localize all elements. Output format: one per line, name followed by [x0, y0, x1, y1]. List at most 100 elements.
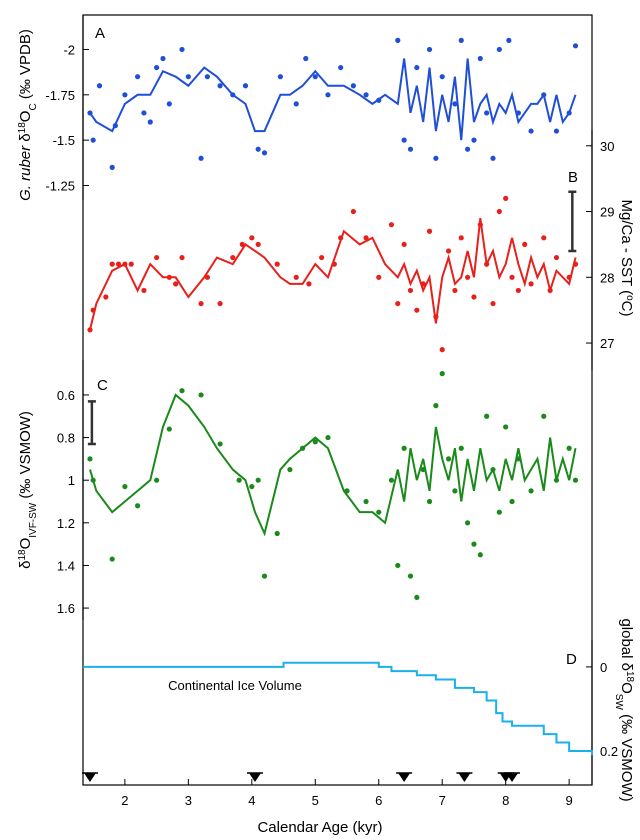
data-point — [541, 413, 547, 419]
data-point — [239, 241, 245, 248]
series-line — [89, 58, 577, 141]
data-point — [496, 46, 502, 53]
y-axis-label-part: C) — [618, 301, 635, 317]
y-tick-label: -1.75 — [45, 88, 75, 103]
data-point — [509, 498, 515, 505]
data-point — [198, 155, 204, 161]
y-axis-label-part: (‰ VPDB) — [17, 29, 34, 103]
data-point — [217, 300, 223, 307]
data-point — [515, 110, 521, 116]
y-axis-label-part: O — [618, 682, 635, 694]
series-line — [83, 661, 593, 756]
data-point — [439, 347, 445, 353]
data-point — [433, 403, 439, 409]
data-point — [388, 477, 395, 483]
data-point — [572, 43, 579, 49]
data-point — [154, 64, 160, 71]
data-point — [90, 477, 96, 483]
data-point — [338, 235, 344, 241]
data-point — [433, 155, 439, 161]
data-point — [249, 483, 255, 490]
data-point — [293, 274, 299, 280]
y-axis-label: δ18OIVF-SW (‰ VSMOW) — [17, 411, 39, 569]
data-point — [306, 281, 312, 287]
data-point — [528, 281, 534, 287]
y-axis-label-part: C — [28, 103, 39, 110]
data-point — [87, 327, 93, 333]
data-point — [484, 110, 490, 116]
series-line — [89, 217, 577, 331]
data-point — [242, 83, 249, 89]
x-tick-label: 6 — [375, 793, 382, 808]
data-point — [395, 300, 401, 307]
data-point — [528, 128, 534, 134]
y-tick-label: 30 — [600, 139, 614, 154]
y-axis-label-part: δ — [17, 561, 34, 569]
data-point — [255, 241, 261, 248]
data-point — [287, 466, 293, 473]
data-point — [179, 46, 185, 53]
data-point — [515, 287, 521, 294]
data-point — [496, 509, 502, 515]
data-point — [452, 488, 458, 494]
data-point — [128, 261, 134, 267]
data-point — [572, 477, 579, 483]
data-point — [109, 164, 115, 170]
x-tick-label: 9 — [566, 793, 573, 808]
error-bar — [87, 400, 96, 446]
data-point — [490, 155, 496, 161]
data-point — [433, 314, 439, 320]
data-point — [141, 287, 147, 294]
data-point — [572, 261, 579, 267]
data-point — [445, 248, 452, 254]
age-control — [248, 773, 261, 782]
series-line — [89, 393, 577, 537]
y-axis-label-part: O — [17, 538, 34, 550]
data-point — [553, 254, 560, 261]
x-axis-label: Calendar Age (kyr) — [257, 819, 382, 836]
data-point — [490, 466, 496, 473]
data-point — [277, 74, 283, 80]
y-axis-label-part: 18 — [17, 122, 28, 134]
data-point — [166, 426, 172, 432]
data-point — [452, 287, 458, 294]
data-point — [160, 55, 166, 62]
y-axis-label-part: 18 — [17, 549, 28, 561]
data-point — [154, 477, 160, 483]
data-point — [439, 74, 445, 80]
panel-letter: C — [97, 377, 108, 394]
data-point — [230, 254, 236, 261]
data-point — [363, 498, 369, 505]
data-point — [484, 261, 490, 267]
data-point — [299, 445, 306, 451]
data-point — [274, 261, 280, 267]
age-control — [83, 773, 96, 782]
data-point — [503, 195, 509, 201]
data-point — [541, 235, 547, 241]
data-point — [458, 37, 464, 43]
data-point — [477, 55, 483, 62]
data-point — [255, 146, 261, 152]
y-tick-label: 1.6 — [57, 601, 75, 616]
y-axis-label-part: IVF-SW — [28, 502, 39, 538]
data-point — [261, 573, 268, 579]
y-axis-label-part: 18 — [625, 671, 636, 683]
data-point — [134, 503, 141, 509]
data-point — [312, 439, 318, 445]
data-point — [465, 274, 471, 280]
y-tick-label: 29 — [600, 205, 614, 220]
data-point — [566, 445, 572, 451]
y-tick-label: 0.2 — [600, 744, 618, 759]
data-point — [363, 235, 369, 241]
data-point — [471, 294, 477, 300]
data-point — [134, 74, 141, 80]
y-axis-label-part: (‰ VSMOW) — [17, 411, 34, 503]
data-point — [426, 46, 433, 53]
data-point — [420, 466, 426, 473]
panel-letter: A — [95, 25, 105, 42]
data-point — [122, 261, 128, 267]
data-point — [141, 110, 147, 116]
data-point — [198, 392, 204, 398]
data-point — [87, 110, 93, 116]
y-axis-label-part: (‰ VSMOW) — [618, 710, 635, 802]
